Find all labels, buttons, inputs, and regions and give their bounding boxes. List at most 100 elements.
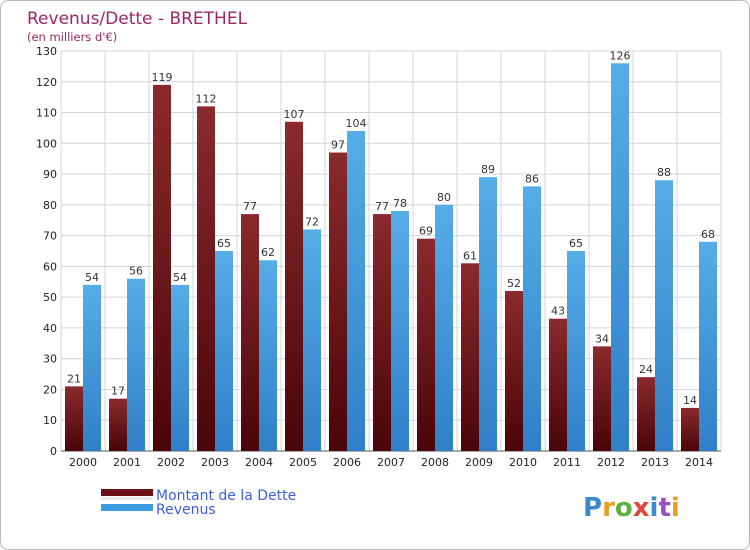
y-tick-label: 60 [43, 260, 57, 273]
data-label: 89 [481, 163, 495, 176]
bar-dette [593, 346, 611, 451]
bar-dette [285, 121, 303, 452]
x-tick-label: 2014 [685, 456, 713, 469]
y-tick-label: 10 [43, 414, 57, 427]
data-label: 65 [569, 237, 583, 250]
bar-revenus [479, 177, 497, 451]
x-tick-label: 2013 [641, 456, 669, 469]
x-tick-label: 2010 [509, 456, 537, 469]
data-label: 80 [437, 191, 451, 204]
data-label: 88 [657, 166, 671, 179]
x-tick-label: 2004 [245, 456, 273, 469]
bar-dette [329, 152, 347, 452]
data-label: 34 [595, 332, 609, 345]
bar-dette [461, 263, 479, 451]
bar-dette [241, 214, 259, 451]
legend: Montant de la Dette Revenus [101, 488, 296, 518]
y-tick-label: 30 [43, 353, 57, 366]
y-tick-label: 50 [43, 291, 57, 304]
legend-swatch-revenus [101, 504, 153, 511]
data-label: 97 [331, 139, 345, 152]
y-tick-label: 130 [36, 45, 57, 58]
y-tick-label: 100 [36, 137, 57, 150]
bar-revenus [523, 186, 541, 451]
x-tick-label: 2005 [289, 456, 317, 469]
bar-dette [65, 386, 83, 451]
data-label: 104 [346, 117, 367, 130]
proxiti-logo: Proxiti [583, 493, 680, 523]
data-label: 61 [463, 249, 477, 262]
bar-revenus [347, 131, 365, 451]
data-label: 65 [217, 237, 231, 250]
data-label: 21 [67, 372, 81, 385]
y-tick-label: 40 [43, 322, 57, 335]
x-tick-label: 2007 [377, 456, 405, 469]
bar-revenus [435, 204, 453, 451]
bar-revenus [611, 63, 629, 452]
data-label: 77 [243, 200, 257, 213]
data-label: 52 [507, 277, 521, 290]
legend-label-debt: Montant de la Dette [156, 488, 296, 504]
data-label: 107 [284, 108, 305, 121]
y-tick-label: 90 [43, 168, 57, 181]
y-tick-label: 110 [36, 107, 57, 120]
data-label: 72 [305, 215, 319, 228]
data-label: 119 [152, 71, 173, 84]
data-label: 43 [551, 305, 565, 318]
data-label: 77 [375, 200, 389, 213]
x-tick-label: 2006 [333, 456, 361, 469]
data-label: 86 [525, 172, 539, 185]
data-label: 54 [85, 271, 99, 284]
bar-dette [417, 238, 435, 451]
bar-revenus [699, 241, 717, 451]
y-tick-label: 80 [43, 199, 57, 212]
bar-revenus [259, 260, 277, 451]
y-tick-label: 120 [36, 76, 57, 89]
x-tick-label: 2009 [465, 456, 493, 469]
data-label: 14 [683, 394, 697, 407]
bar-dette [505, 291, 523, 451]
bar-revenus [655, 180, 673, 451]
bar-dette [109, 398, 127, 451]
data-label: 69 [419, 225, 433, 238]
bar-revenus [127, 278, 145, 451]
legend-swatch-debt [101, 489, 153, 496]
data-label: 62 [261, 246, 275, 259]
legend-swatch-gap [101, 497, 153, 500]
bar-revenus [391, 211, 409, 451]
bar-revenus [567, 251, 585, 451]
chart-subtitle: (en milliers d'€) [27, 30, 117, 44]
chart-title: Revenus/Dette - BRETHEL [27, 9, 248, 29]
x-tick-label: 2012 [597, 456, 625, 469]
svg-text:Proxiti: Proxiti [583, 493, 680, 523]
legend-label-revenus: Revenus [156, 502, 216, 518]
axis-ticks: 0 10 20 30 40 50 60 70 80 90 100 110 120 130 2000 2001 2… [36, 45, 713, 469]
x-tick-label: 2002 [157, 456, 185, 469]
bar-dette [373, 214, 391, 451]
data-label: 56 [129, 265, 143, 278]
data-label: 112 [196, 92, 217, 105]
y-tick-label: 0 [50, 445, 57, 458]
x-tick-label: 2001 [113, 456, 141, 469]
bar-dette [549, 318, 567, 451]
bar-dette [197, 106, 215, 451]
data-label: 78 [393, 197, 407, 210]
data-label: 126 [610, 49, 631, 62]
x-tick-label: 2008 [421, 456, 449, 469]
data-label: 54 [173, 271, 187, 284]
x-tick-label: 2000 [69, 456, 97, 469]
bar-revenus [83, 284, 101, 451]
x-tick-label: 2003 [201, 456, 229, 469]
y-tick-label: 20 [43, 383, 57, 396]
bar-dette [637, 377, 655, 451]
bar-dette [153, 84, 171, 451]
bar-revenus [303, 229, 321, 451]
y-tick-label: 70 [43, 230, 57, 243]
data-label: 68 [701, 228, 715, 241]
bar-dette [681, 407, 699, 451]
x-tick-label: 2011 [553, 456, 581, 469]
bar-revenus [171, 284, 189, 451]
